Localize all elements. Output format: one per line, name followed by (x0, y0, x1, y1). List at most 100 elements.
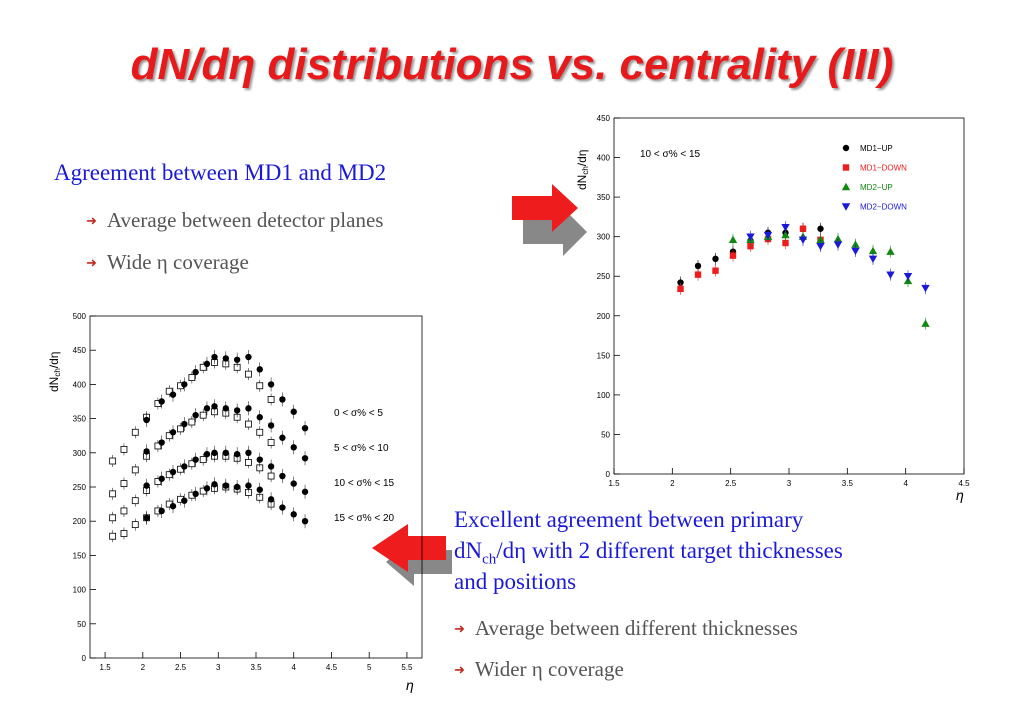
y-tick-label: 200 (597, 312, 611, 321)
filled-data-point (143, 448, 150, 455)
legend-label: MD1−UP (860, 144, 893, 153)
data-point (841, 182, 851, 191)
centrality-annotation: 10 < σ% < 15 (640, 149, 701, 160)
y-tick-label: 300 (73, 449, 87, 458)
filled-data-point (169, 468, 177, 476)
ticks: 1.5 2 2.5 3 3.5 4 4.5 0 50 100 150 200 250 300 350 400 4… (597, 114, 970, 488)
data-point (677, 285, 684, 293)
open-data-point (199, 363, 207, 371)
data-point (868, 246, 878, 255)
y-tick-label: 250 (73, 483, 87, 492)
legend-label: MD1−DOWN (860, 164, 907, 173)
y-tick-label: 0 (82, 654, 87, 663)
series-label: 5 < σ% < 10 (334, 443, 389, 454)
open-data-point (188, 460, 196, 468)
data-point (712, 267, 719, 274)
x-tick-label: 3 (787, 479, 792, 488)
filled-data-point (222, 482, 230, 489)
filled-data-point (279, 434, 286, 441)
filled-data-point (143, 416, 150, 424)
filled-data-point (169, 429, 177, 436)
filled-data-point (256, 456, 263, 463)
y-tick-label: 100 (73, 586, 87, 595)
open-data-point (131, 497, 139, 505)
filled-data-point (181, 463, 188, 470)
filled-data-point (158, 398, 165, 405)
filled-data-point (222, 449, 230, 456)
bullet-arrow-icon: ➜ (86, 213, 97, 228)
x-tick-label: 5.5 (401, 663, 413, 672)
data-point (746, 233, 755, 241)
open-data-point (165, 387, 173, 395)
x-tick-label: 1.5 (608, 479, 620, 488)
y-axis-label: dNch/dη (47, 352, 62, 392)
filled-data-point (256, 414, 263, 421)
data-point (747, 242, 754, 250)
data-point (833, 241, 843, 249)
filled-data-point (169, 502, 177, 510)
data-point (798, 236, 808, 245)
data-point (728, 235, 738, 244)
y-tick-label: 350 (597, 193, 611, 202)
filled-data-point (245, 449, 252, 456)
data-point (842, 144, 850, 152)
open-data-point (188, 374, 196, 381)
open-data-point (131, 521, 139, 529)
filled-data-point (267, 463, 275, 470)
heading-md1-md2: Agreement between MD1 and MD2 (54, 160, 387, 185)
x-tick-label: 2 (141, 663, 146, 672)
red-arrow-right-icon (512, 184, 587, 256)
data-point (817, 225, 824, 232)
series-label: 0 < σ% < 5 (334, 408, 383, 419)
data-marks (677, 221, 930, 330)
x-tick-label: 1.5 (100, 663, 112, 672)
filled-data-point (290, 408, 297, 415)
data-point (729, 252, 737, 259)
y-tick-label: 450 (597, 114, 611, 123)
filled-data-point (222, 355, 230, 362)
open-data-point (267, 472, 275, 480)
data-point (677, 279, 684, 286)
y-tick-label: 0 (606, 470, 611, 479)
data-point (816, 235, 825, 244)
filled-data-point (143, 482, 150, 489)
y-tick-label: 400 (597, 154, 611, 163)
y-tick-label: 50 (77, 620, 86, 629)
x-tick-label: 4.5 (326, 663, 338, 672)
open-data-point (267, 439, 275, 446)
y-tick-label: 100 (597, 391, 611, 400)
data-point (903, 273, 913, 281)
data-point (799, 225, 807, 232)
y-tick-label: 150 (597, 351, 611, 360)
legend-label: MD2−DOWN (860, 203, 907, 212)
data-point (781, 230, 790, 239)
bullet-text: Wide η coverage (106, 250, 249, 274)
y-tick-label: 450 (73, 346, 87, 355)
y-tick-label: 300 (597, 233, 611, 242)
open-data-point (245, 420, 252, 428)
open-data-point (109, 514, 117, 522)
filled-data-point (211, 353, 218, 361)
filled-data-point (233, 356, 241, 363)
x-tick-label: 4 (292, 663, 297, 672)
filled-data-point (203, 405, 211, 412)
filled-data-point (158, 439, 165, 446)
data-point (694, 271, 702, 278)
open-data-point (256, 382, 264, 390)
filled-data-point (290, 480, 297, 487)
open-data-point (199, 456, 207, 464)
open-data-point (245, 370, 252, 378)
y-tick-label: 350 (73, 415, 87, 424)
bullet-item: ➜ Wide η coverage (86, 250, 249, 275)
open-data-point (120, 445, 128, 453)
series-labels: 0 < σ% < 5 5 < σ% < 10 10 < σ% < 15 15 < σ%… (334, 408, 395, 524)
dn-rest-text: /dη with 2 different target thicknesses (496, 538, 843, 563)
filled-data-point (279, 504, 286, 511)
x-tick-label: 5 (367, 663, 372, 672)
filled-data-point (169, 391, 177, 398)
open-data-point (109, 457, 117, 465)
x-tick-label: 4.5 (958, 479, 970, 488)
data-point (782, 239, 789, 247)
y-tick-label: 200 (73, 517, 87, 526)
data-point (781, 223, 790, 232)
